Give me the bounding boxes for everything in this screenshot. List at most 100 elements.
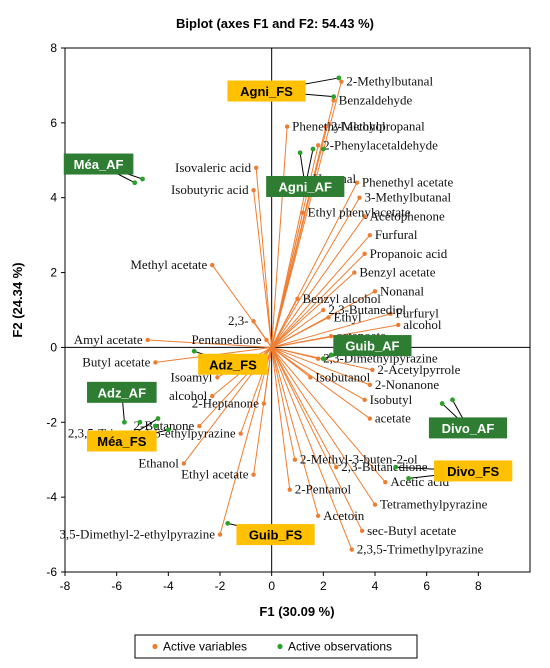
observation-point (132, 180, 138, 186)
y-axis-title: F2 (24.34 %) (10, 262, 25, 337)
variable-label: Tetramethylpyrazine (380, 497, 488, 512)
variable-label: Acetoin (323, 508, 365, 523)
y-tick-label: 8 (50, 41, 57, 55)
variable-vector (271, 347, 296, 460)
variable-label: Nonanal (380, 283, 424, 298)
variable-point (284, 124, 290, 129)
variable-point (383, 479, 388, 485)
variable-vector (271, 126, 288, 348)
variable-point (339, 79, 344, 84)
legend: Active variables Active observations (134, 634, 418, 659)
variable-label: Benzyl alcohol (303, 291, 382, 306)
observation-point (191, 348, 197, 354)
x-tick-label: 0 (268, 579, 275, 593)
variable-label: Benzaldehyde (339, 92, 413, 107)
variable-label: 2-Methylbutanal (346, 74, 433, 89)
variable-vector (271, 347, 337, 468)
variable-label: Butyl acetate (82, 354, 150, 369)
variable-label: Phenethyl alcohol (292, 119, 386, 134)
variable-point (153, 360, 158, 365)
observation-point (310, 146, 316, 152)
y-tick-label: -6 (46, 565, 57, 579)
variable-point (181, 461, 187, 466)
variable-point (300, 210, 305, 215)
observation-point (406, 476, 411, 481)
observation-label: Divo_FS (447, 464, 499, 479)
variable-label: 3-Methylbutanal (365, 190, 452, 205)
variable-label: 2-Acetylpyrrole (377, 362, 460, 377)
observation-labels: Agni_FS Méa_AF Agni_AF Guib_AF Adz_FS Adz_AF M… (63, 80, 513, 546)
variable-point (362, 397, 367, 403)
y-tick-label: -4 (46, 490, 57, 504)
observation-box (63, 153, 134, 175)
variable-label: 2-Butanone (134, 418, 195, 433)
variable-label: Furfuryl (396, 306, 440, 321)
variable-point (264, 337, 269, 343)
observation-box (236, 524, 315, 546)
observation-label: Divo_AF (442, 421, 495, 436)
variable-point (251, 319, 256, 324)
variable-vector (271, 309, 324, 348)
variable-point (372, 502, 378, 507)
variable-vector (271, 347, 363, 532)
y-tick-label: 2 (50, 266, 57, 280)
variable-point (362, 214, 367, 219)
variable-label: 2-Heptanone (192, 396, 259, 411)
variable-point (251, 188, 256, 193)
observation-point (225, 520, 231, 526)
variable-label: 2-Methyl-3-buten-2-ol (300, 452, 418, 467)
variable-point (331, 98, 336, 103)
variable-point (367, 232, 373, 238)
variable-label: 2,3-Butanedione (341, 459, 428, 474)
variable-vector (253, 190, 273, 348)
legend-label: Active variables (163, 640, 247, 654)
variable-label: Phenethyl acetate (362, 175, 454, 190)
x-tick-label: 4 (372, 579, 379, 593)
observation-label: Agni_FS (240, 84, 293, 99)
variable-vector (271, 234, 371, 348)
observation-point (297, 150, 303, 156)
variable-vector (271, 347, 353, 550)
observation-box (333, 335, 412, 357)
variable-vector (271, 313, 391, 348)
variable-label: alcohol (403, 317, 442, 332)
variable-vector (271, 347, 319, 516)
observation-label: Guib_AF (345, 339, 399, 354)
variable-vector (271, 335, 332, 348)
variable-point (328, 334, 334, 339)
variable-label: 2-Phenylacetaldehyde (323, 137, 438, 152)
variable-vector (147, 339, 272, 348)
y-tick-label: 0 (50, 340, 57, 354)
variable-label: Propanoic acid (370, 246, 448, 261)
legend-marker (277, 643, 283, 650)
variable-label: 2,3- (228, 313, 249, 328)
variable-point (315, 513, 321, 519)
variable-point (396, 322, 401, 328)
y-tick-label: -2 (46, 415, 57, 429)
legend-label: Active observations (288, 640, 392, 654)
variable-point (292, 457, 298, 462)
variable-point (145, 337, 150, 343)
variable-vector (271, 197, 360, 348)
variable-label: Ethyl (334, 309, 363, 324)
variable-vector (271, 272, 355, 348)
variable-point (197, 423, 202, 429)
y-tick-label: 4 (50, 191, 57, 205)
variable-point (321, 307, 326, 313)
variable-label: Acetophenone (370, 208, 445, 223)
variable-vector (253, 347, 273, 475)
variable-label: 2-Pentanol (295, 482, 352, 497)
x-tick-label: -6 (111, 579, 122, 593)
variable-label: Ethyl phenylacetate (308, 205, 411, 220)
observation-label: Guib_FS (249, 528, 303, 543)
variable-point (253, 165, 259, 170)
variable-vector (271, 317, 329, 348)
variable-point (251, 472, 256, 477)
observation-point (439, 401, 445, 406)
variable-point (323, 124, 329, 129)
variable-label: Ethyl acetate (181, 467, 249, 482)
observation-box (87, 381, 157, 403)
chart-title: Biplot (axes F1 and F2: 54.43 %) (176, 16, 374, 31)
observation-point (165, 427, 171, 433)
observation-point (393, 464, 399, 470)
